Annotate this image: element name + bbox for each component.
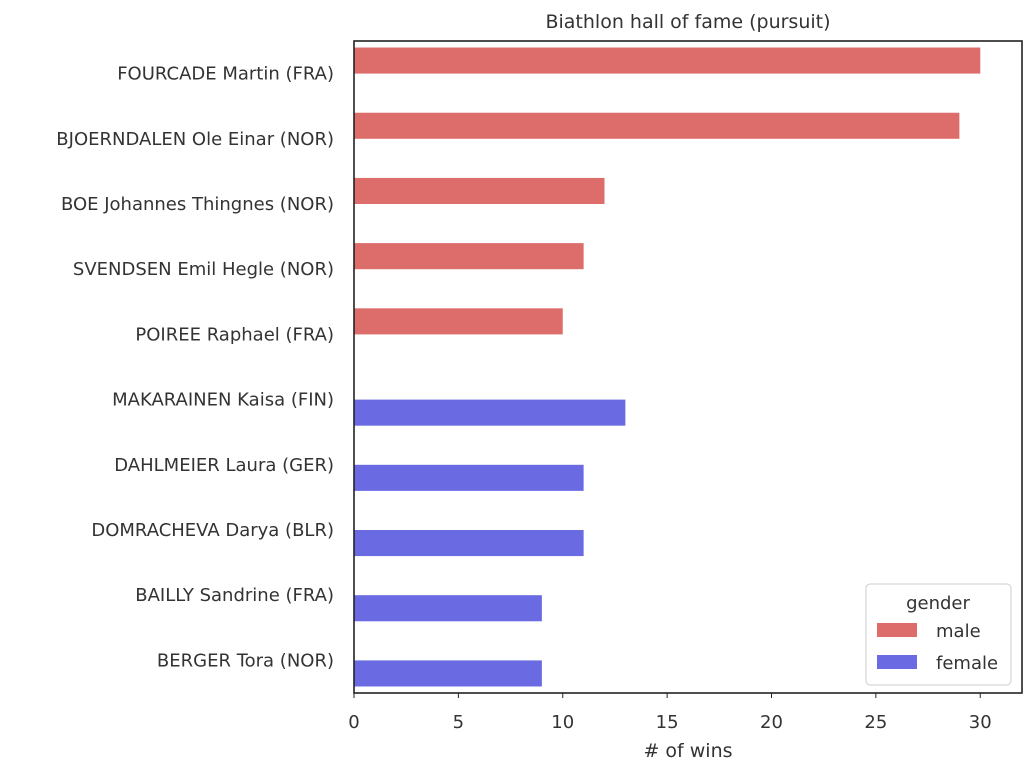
chart-title: Biathlon hall of fame (pursuit) (545, 11, 830, 33)
bar-male-fourcade-martin-fra (354, 47, 981, 74)
y-tick-label-bailly-sandrine-fra: BAILLY Sandrine (FRA) (135, 585, 334, 606)
y-tick-label-boe-johannes-thingnes-nor: BOE Johannes Thingnes (NOR) (61, 194, 334, 215)
y-tick-label-berger-tora-nor: BERGER Tora (NOR) (157, 650, 334, 671)
y-tick-label-svendsen-emil-hegle-nor: SVENDSEN Emil Hegle (NOR) (73, 259, 334, 280)
y-tick-label-fourcade-martin-fra: FOURCADE Martin (FRA) (117, 64, 334, 85)
x-tick-label-0: 0 (348, 712, 359, 733)
y-tick-label-makarainen-kaisa-fin: MAKARAINEN Kaisa (FIN) (112, 390, 334, 411)
y-tick-label-domracheva-darya-blr: DOMRACHEVA Darya (BLR) (91, 520, 334, 541)
x-ticks: 0 5 10 15 20 25 30 (348, 693, 992, 733)
legend-label-male: male (936, 621, 981, 642)
bar-male-svendsen-emil-hegle-nor (354, 243, 584, 270)
bars-layer (354, 47, 981, 687)
legend-swatch-male (877, 623, 917, 637)
axes-frame (353, 40, 1023, 694)
x-tick-label-10: 10 (551, 712, 574, 733)
legend-swatch-female (877, 655, 917, 669)
bar-male-bjoerndalen-ole-einar-nor (354, 112, 960, 139)
bar-female-makarainen-kaisa-fin (354, 399, 626, 426)
x-tick-label-15: 15 (656, 712, 679, 733)
y-tick-labels: FOURCADE Martin (FRA) BJOERNDALEN Ole Ein… (56, 64, 334, 672)
x-tick-label-20: 20 (760, 712, 783, 733)
bar-female-bailly-sandrine-fra (354, 595, 542, 622)
x-axis-label: # of wins (643, 740, 732, 762)
y-tick-label-poiree-raphael-fra: POIREE Raphael (FRA) (135, 324, 334, 345)
bar-male-boe-johannes-thingnes-nor (354, 177, 605, 204)
y-tick-label-dahlmeier-laura-ger: DAHLMEIER Laura (GER) (114, 455, 334, 476)
bar-female-domracheva-darya-blr (354, 530, 584, 557)
legend-label-female: female (936, 653, 998, 674)
y-tick-label-bjoerndalen-ole-einar-nor: BJOERNDALEN Ole Einar (NOR) (56, 129, 334, 150)
bar-female-berger-tora-nor (354, 660, 542, 687)
bar-male-poiree-raphael-fra (354, 308, 563, 335)
x-tick-label-25: 25 (864, 712, 887, 733)
x-tick-label-5: 5 (453, 712, 464, 733)
x-tick-label-30: 30 (969, 712, 992, 733)
legend: gender male female (865, 583, 1012, 686)
legend-title: gender (906, 593, 970, 614)
bar-female-dahlmeier-laura-ger (354, 464, 584, 491)
